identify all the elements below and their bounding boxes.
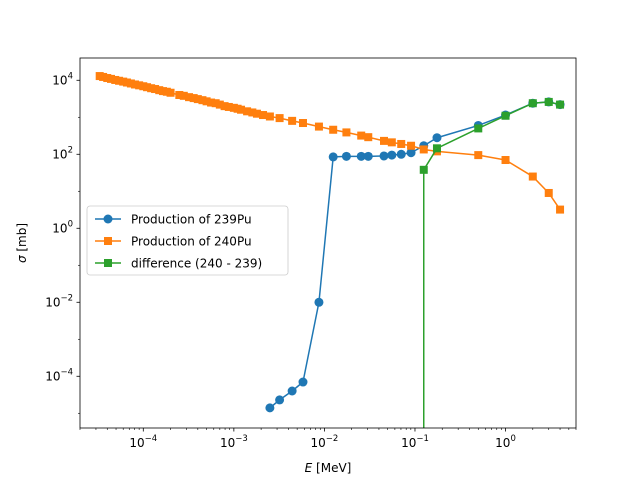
data-point bbox=[387, 138, 396, 147]
data-point bbox=[131, 80, 140, 89]
data-point bbox=[220, 102, 229, 111]
legend-entry-239pu: Production of 239Pu bbox=[95, 213, 252, 227]
data-point bbox=[288, 116, 297, 125]
x-tick-label: 10−4 bbox=[129, 434, 157, 450]
axes-frame bbox=[79, 57, 577, 429]
series-2 bbox=[419, 97, 565, 428]
x-axis-label: E [MeV] bbox=[305, 461, 352, 475]
data-point bbox=[329, 125, 338, 134]
y-tick-label: 102 bbox=[52, 145, 73, 161]
data-point bbox=[419, 145, 428, 154]
data-point bbox=[328, 152, 338, 162]
data-point bbox=[298, 119, 307, 128]
data-point bbox=[379, 151, 389, 161]
legend-label-difference: difference (240 - 239) bbox=[131, 257, 262, 271]
data-point bbox=[166, 88, 175, 97]
data-point bbox=[135, 81, 144, 90]
data-point bbox=[419, 165, 428, 174]
data-point bbox=[407, 141, 416, 150]
legend-box bbox=[86, 205, 289, 276]
data-point bbox=[259, 111, 268, 120]
data-point bbox=[544, 97, 553, 106]
data-point bbox=[115, 76, 124, 85]
data-point bbox=[387, 150, 397, 160]
x-tick-label: 10−3 bbox=[220, 434, 248, 450]
data-point bbox=[248, 108, 257, 117]
data-point bbox=[275, 114, 284, 123]
data-point bbox=[198, 96, 207, 105]
data-point bbox=[544, 188, 553, 197]
data-point bbox=[432, 144, 441, 153]
data-point bbox=[179, 91, 188, 100]
data-point bbox=[175, 91, 184, 99]
data-point bbox=[243, 107, 252, 116]
data-point bbox=[556, 100, 565, 109]
data-point bbox=[432, 133, 442, 143]
legend-marker-239pu bbox=[103, 214, 113, 224]
series-0 bbox=[265, 97, 565, 413]
legend-entry-difference: difference (240 - 239) bbox=[95, 257, 262, 271]
data-point bbox=[357, 131, 366, 140]
data-point bbox=[397, 139, 406, 148]
data-point bbox=[107, 74, 116, 83]
data-point bbox=[275, 395, 285, 405]
data-point bbox=[265, 403, 275, 413]
series-1 bbox=[95, 72, 565, 214]
x-tick-label: 10−1 bbox=[401, 434, 429, 450]
legend-marker-240pu bbox=[104, 237, 112, 245]
data-point bbox=[501, 156, 510, 165]
data-point bbox=[287, 386, 297, 396]
data-point bbox=[528, 99, 537, 108]
data-point bbox=[252, 109, 261, 118]
data-point bbox=[396, 149, 406, 159]
data-point bbox=[406, 148, 416, 158]
data-point bbox=[202, 97, 211, 106]
data-point bbox=[143, 83, 152, 92]
data-point bbox=[207, 98, 216, 107]
data-point bbox=[528, 172, 537, 181]
data-point bbox=[363, 151, 373, 161]
data-point bbox=[189, 94, 198, 103]
data-point bbox=[265, 112, 274, 121]
data-point bbox=[215, 100, 224, 109]
data-point bbox=[314, 297, 324, 307]
legend-marker-difference bbox=[104, 259, 112, 267]
y-axis-label: σ [mb] bbox=[15, 223, 29, 263]
legend-label-240pu: Production of 240Pu bbox=[131, 235, 252, 249]
y-axis: 10−4 10−2 100 102 104 bbox=[45, 71, 80, 414]
data-point bbox=[298, 377, 308, 387]
x-tick-label: 100 bbox=[495, 434, 516, 450]
data-point bbox=[341, 151, 351, 161]
data-point bbox=[126, 79, 135, 88]
data-point bbox=[342, 128, 351, 137]
x-tick-label: 10−2 bbox=[311, 434, 339, 450]
data-point bbox=[237, 105, 246, 114]
data-point bbox=[380, 136, 388, 145]
legend: Production of 239Pu Production of 240Pu … bbox=[86, 205, 289, 276]
y-tick-label: 10−4 bbox=[45, 367, 73, 383]
data-point bbox=[224, 102, 233, 111]
x-axis: 10−4 10−3 10−2 10−1 100 bbox=[79, 428, 577, 450]
plot-area bbox=[95, 72, 565, 428]
data-point bbox=[474, 124, 483, 133]
y-tick-label: 104 bbox=[52, 71, 73, 87]
y-tick-label: 10−2 bbox=[45, 293, 73, 309]
data-point bbox=[356, 151, 366, 161]
legend-label-239pu: Production of 239Pu bbox=[131, 213, 252, 227]
y-tick-label: 100 bbox=[52, 219, 73, 235]
data-point bbox=[99, 72, 108, 81]
data-point bbox=[193, 95, 202, 104]
data-point bbox=[556, 205, 565, 214]
data-point bbox=[211, 99, 220, 108]
data-point bbox=[314, 122, 323, 131]
data-point bbox=[185, 93, 194, 102]
legend-entry-240pu: Production of 240Pu bbox=[95, 235, 252, 249]
data-point bbox=[474, 151, 483, 160]
data-point bbox=[501, 111, 510, 120]
data-point bbox=[364, 133, 373, 142]
data-point bbox=[151, 85, 160, 94]
